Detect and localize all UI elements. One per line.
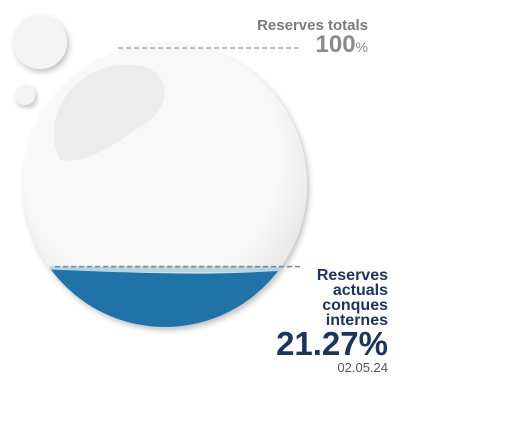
value-label: 21.27% <box>276 325 388 362</box>
water-surface <box>23 266 307 273</box>
date: 02.05.24 <box>337 360 388 375</box>
bubble <box>15 85 35 105</box>
value-title: Reserves actuals conques internes <box>316 267 388 329</box>
max-label: Reserves totals <box>257 17 368 34</box>
max-value: 100% <box>316 31 369 58</box>
max-unit: % <box>356 39 368 55</box>
highlight <box>53 64 165 161</box>
max-number: 100 <box>316 31 356 58</box>
water <box>23 268 307 327</box>
bubble <box>13 15 67 69</box>
